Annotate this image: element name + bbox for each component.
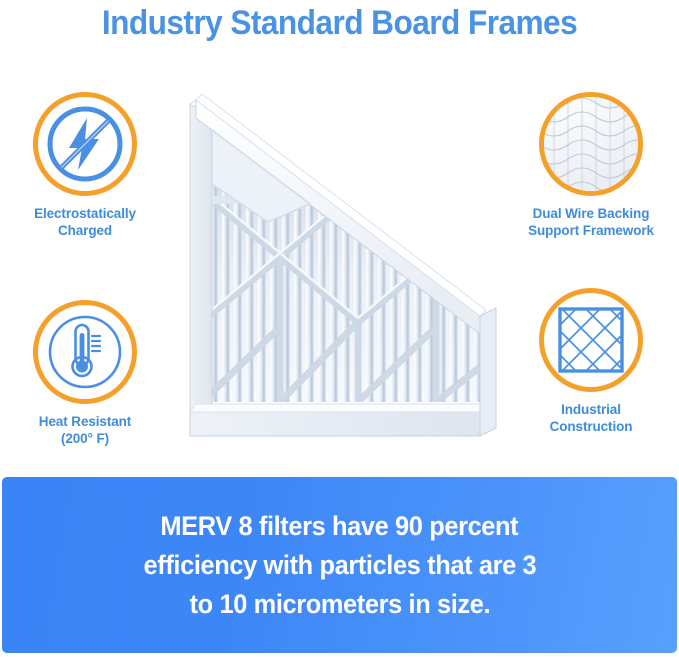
thermometer-icon: [42, 309, 128, 395]
feature-label: Electrostatically Charged: [5, 205, 165, 239]
page-title: Industry Standard Board Frames: [101, 4, 578, 42]
wire-mesh-photo-icon: [544, 97, 638, 191]
badge-ring-orange: [33, 92, 137, 196]
feature-label-line1: Industrial: [561, 402, 621, 417]
product-image-pleated-air-filter: [150, 72, 510, 472]
banner-line-1: MERV 8 filters have 90 percent: [160, 510, 519, 541]
merv-info-banner: MERV 8 filters have 90 percent efficienc…: [2, 477, 677, 653]
feature-label-line2: Construction: [549, 419, 633, 434]
feature-label-line1: Heat Resistant: [38, 414, 132, 429]
badge-ring-orange: [539, 92, 643, 196]
lattice-grid-icon: [555, 304, 627, 376]
feature-label-line2: Charged: [57, 223, 113, 238]
banner-line-3: to 10 micrometers in size.: [189, 588, 490, 619]
feature-label-line2: (200° F): [60, 431, 110, 446]
feature-label: Heat Resistant (200° F): [5, 413, 165, 447]
feature-dual-wire-backing: Dual Wire Backing Support Framework: [508, 92, 674, 239]
feature-label: Dual Wire Backing Support Framework: [508, 205, 674, 239]
badge-ring-orange: [33, 300, 137, 404]
feature-heat-resistant: Heat Resistant (200° F): [5, 300, 165, 447]
feature-electrostatically-charged: Electrostatically Charged: [5, 92, 165, 239]
feature-label-line2: Support Framework: [528, 223, 654, 238]
badge-ring-orange: [539, 288, 643, 392]
banner-line-2: efficiency with particles that are 3: [143, 549, 536, 580]
feature-industrial-construction: Industrial Construction: [508, 288, 674, 435]
feature-label-line1: Electrostatically: [34, 206, 136, 221]
feature-label: Industrial Construction: [508, 401, 674, 435]
lightning-bolt-no-static-icon: [42, 101, 128, 187]
feature-label-line1: Dual Wire Backing: [532, 206, 650, 221]
